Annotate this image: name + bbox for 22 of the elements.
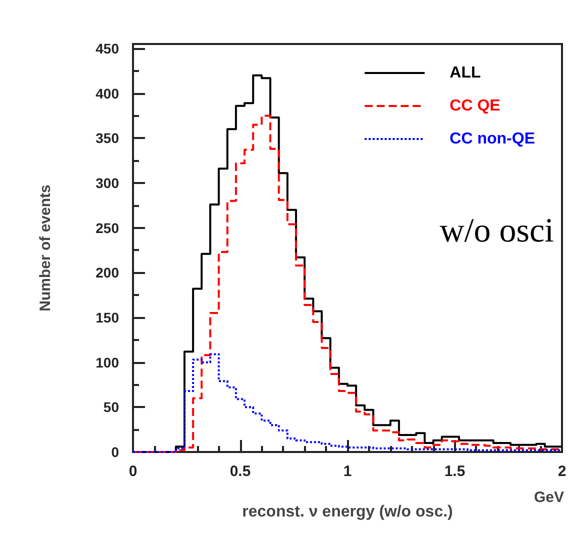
y-tick-label: 100 <box>96 354 120 370</box>
y-tick-label: 300 <box>96 174 120 191</box>
y-tick-label: 250 <box>96 220 120 236</box>
x-tick-label: 1.5 <box>444 463 466 480</box>
y-tick-label: 0 <box>111 444 120 460</box>
y-tick-label: 350 <box>96 130 120 146</box>
legend-label: ALL <box>450 64 482 82</box>
annotation: w/o osci <box>440 212 554 250</box>
text: GeV <box>534 489 564 506</box>
y-tick-label: 50 <box>103 399 120 416</box>
x-axis-title: reconst. ν energy (w/o osc.) <box>242 504 453 520</box>
y-tick-label: 450 <box>96 40 120 56</box>
legend-label: CC non-QE <box>450 130 536 148</box>
y-tick-label: 200 <box>96 264 120 281</box>
x-tick-label: 1 <box>343 463 352 480</box>
y-tick-label: 150 <box>96 309 120 326</box>
x-tick-label: 0.5 <box>230 463 251 480</box>
x-tick-label: 0 <box>128 463 138 480</box>
x-tick-label: 2 <box>558 463 566 480</box>
y-axis-title: Number of events <box>37 184 54 312</box>
y-tick-label: 400 <box>96 85 120 102</box>
legend-label: CC QE <box>450 98 501 114</box>
